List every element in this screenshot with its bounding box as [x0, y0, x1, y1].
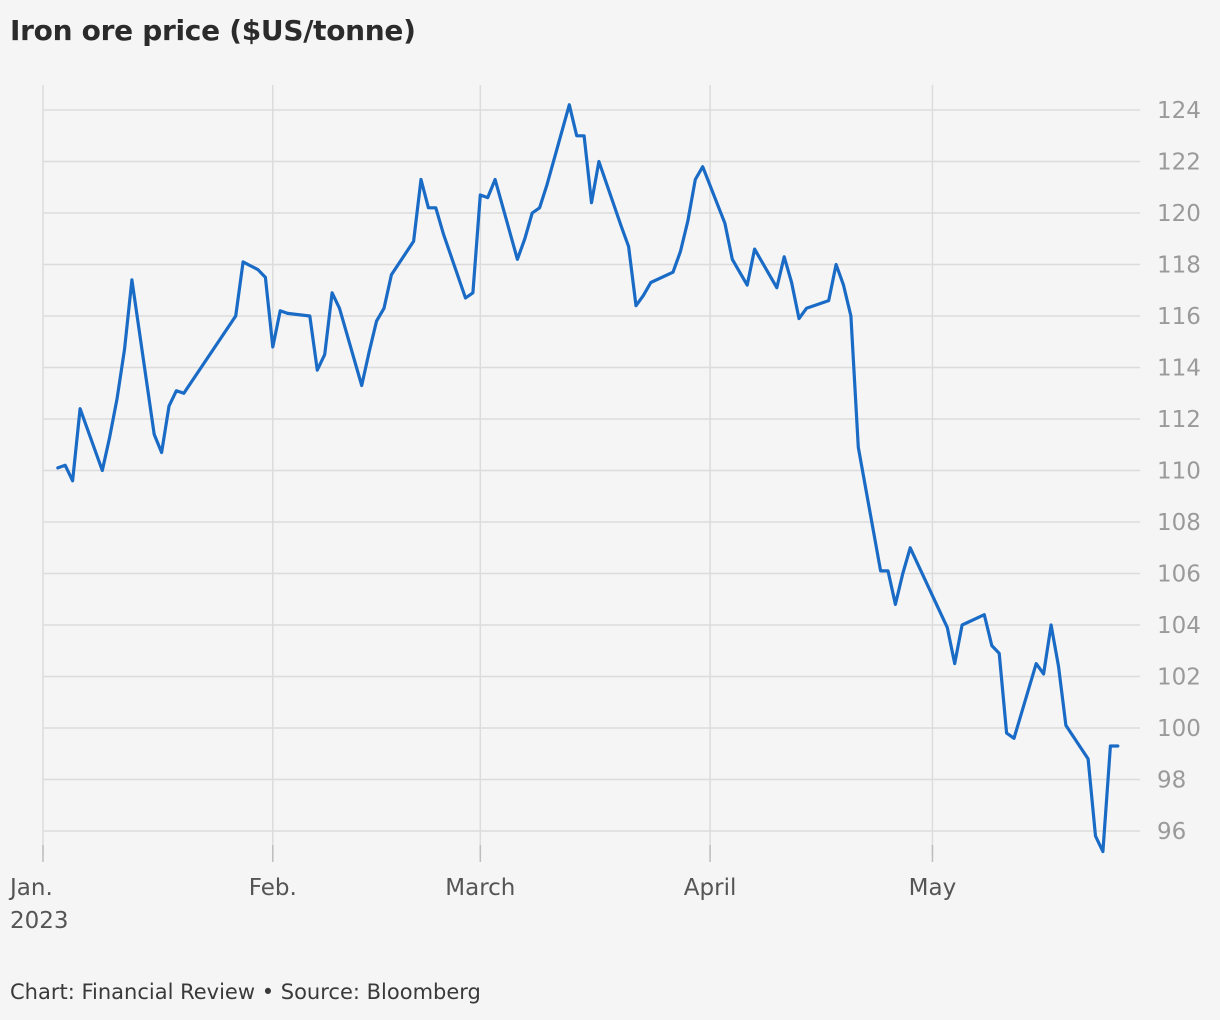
x-tick-sublabel: 2023 — [10, 908, 69, 934]
y-tick-label: 118 — [1157, 253, 1201, 279]
x-tick-label: Feb. — [249, 875, 297, 901]
series-layer — [56, 103, 1120, 854]
y-tick-label: 112 — [1157, 407, 1201, 433]
grid-lines — [43, 109, 1140, 832]
x-tick-label: March — [445, 875, 515, 901]
y-tick-label: 120 — [1157, 201, 1201, 227]
chart-title: Iron ore price ($US/tonne) — [10, 14, 416, 47]
chart-footer: Chart: Financial Review • Source: Bloomb… — [10, 980, 481, 1004]
y-tick-label: 96 — [1157, 819, 1186, 845]
y-tick-labels: 96 98 100 102 104 106 108 110 112 114 116 118 120 122… — [1157, 98, 1201, 845]
y-tick-label: 122 — [1157, 150, 1201, 176]
y-tick-label: 116 — [1157, 304, 1201, 330]
x-tick-label: Jan. — [8, 875, 53, 901]
y-tick-label: 102 — [1157, 665, 1201, 691]
y-tick-label: 98 — [1157, 768, 1186, 794]
x-tick-label: May — [909, 875, 957, 901]
y-tick-label: 114 — [1157, 356, 1201, 382]
y-tick-label: 104 — [1157, 613, 1201, 639]
x-grid-lines — [42, 85, 934, 862]
y-tick-label: 108 — [1157, 510, 1201, 536]
y-tick-label: 124 — [1157, 98, 1201, 124]
y-tick-label: 100 — [1157, 716, 1201, 742]
y-tick-label: 110 — [1157, 459, 1201, 485]
x-tick-labels: Jan. 2023 Feb. March April May — [8, 875, 956, 934]
x-tick-label: April — [684, 875, 737, 901]
price-series-line — [56, 103, 1120, 854]
y-tick-label: 106 — [1157, 562, 1201, 588]
